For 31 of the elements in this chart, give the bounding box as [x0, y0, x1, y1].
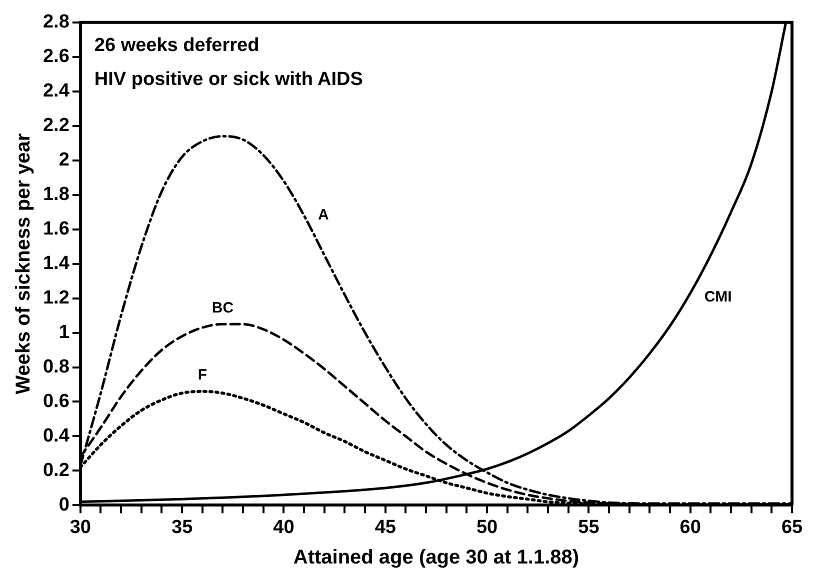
y-tick-label: 1 [58, 322, 70, 344]
y-tick-label: 2 [58, 150, 70, 171]
x-tick-label: 40 [273, 516, 294, 538]
annotation: HIV positive or sick with AIDS [94, 69, 363, 90]
x-tick-label: 45 [374, 516, 396, 538]
series-label: F [198, 366, 207, 384]
y-tick-label: 0.8 [42, 356, 70, 378]
x-axis-title: Attained age (age 30 at 1.1.88) [293, 546, 580, 569]
series-label: BC [212, 299, 234, 316]
y-tick-label: 1.4 [42, 253, 70, 274]
y-tick-label: 1.8 [42, 184, 70, 206]
series-label: CMI [704, 288, 732, 306]
y-tick-label: 2.8 [42, 12, 70, 33]
series-label: A [318, 206, 330, 224]
y-axis-title: Weeks of sickness per year [12, 133, 35, 394]
y-tick-label: 0 [58, 494, 70, 516]
y-tick-label: 2.2 [42, 115, 70, 136]
y-tick-label: 0.4 [42, 425, 70, 446]
y-tick-label: 2.4 [42, 80, 70, 102]
x-tick-label: 30 [70, 516, 91, 538]
x-tick-label: 60 [680, 516, 701, 538]
y-tick-label: 1.6 [42, 218, 70, 240]
y-tick-label: 0.2 [42, 460, 70, 481]
x-tick-label: 55 [578, 516, 600, 538]
x-tick-label: 35 [172, 516, 194, 538]
x-tick-label: 50 [476, 516, 498, 538]
y-tick-label: 1.2 [42, 288, 70, 309]
y-tick-label: 0.6 [42, 390, 70, 412]
x-tick-label: 65 [781, 516, 803, 538]
annotation: 26 weeks deferred [94, 35, 260, 56]
y-tick-label: 2.6 [42, 46, 70, 68]
